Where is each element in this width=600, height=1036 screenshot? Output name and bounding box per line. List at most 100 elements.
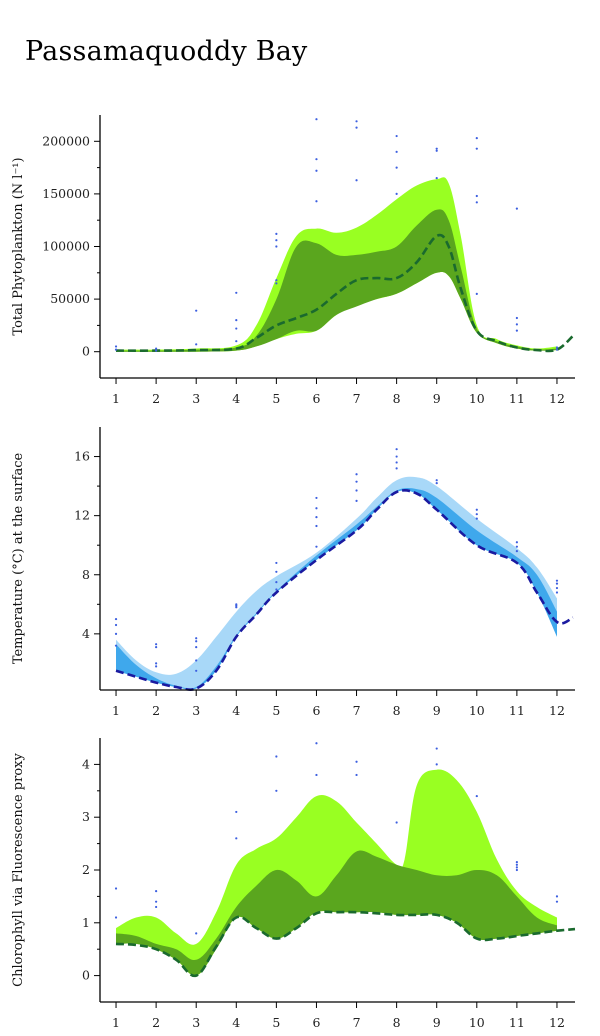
data-point [235, 603, 238, 606]
x-tick-label: 8 [393, 391, 401, 406]
data-point [155, 347, 158, 350]
x-tick-label: 1 [112, 391, 120, 406]
inner-band [116, 209, 557, 352]
data-point [315, 496, 318, 500]
data-point [114, 348, 118, 351]
data-point [355, 120, 358, 123]
data-point [275, 232, 278, 235]
data-point [155, 349, 158, 352]
data-point [475, 137, 478, 140]
data-point [114, 916, 118, 919]
data-point [275, 588, 278, 591]
x-tick-label: 7 [353, 391, 361, 406]
x-tick-label: 2 [152, 1015, 160, 1030]
x-tick-label: 3 [192, 391, 200, 406]
x-tick-label: 12 [549, 1015, 565, 1030]
outer-band [116, 476, 557, 690]
data-point [475, 508, 478, 511]
data-point [315, 524, 318, 528]
x-tick-label: 7 [353, 703, 361, 718]
data-point [555, 346, 559, 349]
x-tick-label: 11 [509, 1015, 525, 1030]
data-point [235, 340, 238, 343]
data-point [515, 550, 518, 553]
inner-band [116, 850, 557, 976]
x-tick-label: 5 [272, 1015, 280, 1030]
data-point [315, 516, 318, 519]
data-point [515, 323, 518, 326]
x-tick-label: 7 [353, 1015, 361, 1030]
data-point [235, 327, 238, 330]
data-point [435, 147, 438, 150]
x-tick-label: 1 [112, 1015, 120, 1030]
x-tick-label: 4 [232, 703, 240, 718]
data-point [395, 461, 398, 464]
data-point [355, 480, 358, 483]
y-axis-title: Total Phytoplankton (N l⁻¹) [11, 157, 26, 335]
data-point [275, 755, 278, 758]
x-tick-label: 9 [433, 391, 441, 406]
data-point [275, 279, 278, 282]
data-point [275, 789, 278, 792]
data-point [315, 742, 318, 745]
x-tick-label: 4 [232, 1015, 240, 1030]
data-point [515, 868, 518, 872]
data-point [114, 632, 118, 635]
data-point [355, 499, 358, 502]
data-point [315, 200, 318, 203]
median-line [115, 489, 574, 691]
y-tick-label: 4 [82, 756, 90, 771]
data-point [355, 179, 358, 182]
x-tick-label: 2 [152, 703, 160, 718]
y-tick-label: 150000 [42, 186, 90, 201]
data-point [475, 201, 478, 204]
x-tick-label: 4 [232, 391, 240, 406]
data-point [114, 623, 118, 627]
data-point [195, 637, 198, 640]
data-point [275, 245, 278, 248]
x-tick-label: 9 [433, 1015, 441, 1030]
y-tick-label: 0 [82, 344, 90, 359]
data-point [315, 507, 318, 510]
data-point [555, 579, 559, 582]
data-point [435, 763, 438, 766]
data-point [275, 282, 278, 285]
data-point [515, 545, 518, 548]
data-point [315, 773, 318, 777]
y-axis-title: Temperature (°C) at the surface [11, 453, 26, 665]
data-point [515, 316, 518, 320]
data-point [155, 900, 158, 903]
data-point [515, 207, 518, 210]
data-point [435, 479, 438, 482]
data-point [195, 640, 198, 643]
data-point [155, 905, 158, 909]
data-point [395, 467, 398, 470]
data-point [315, 169, 318, 172]
y-tick-label: 200000 [42, 133, 90, 148]
data-point [475, 147, 478, 150]
data-point [155, 890, 158, 893]
data-point [475, 513, 478, 516]
data-point [275, 239, 278, 242]
y-tick-label: 8 [82, 567, 90, 582]
data-point [395, 448, 398, 451]
x-tick-label: 8 [393, 1015, 401, 1030]
data-point [195, 309, 198, 312]
median-line [115, 910, 576, 978]
data-point [355, 773, 358, 777]
x-tick-label: 5 [272, 703, 280, 718]
data-point [435, 149, 438, 152]
data-point [395, 192, 398, 195]
data-point [114, 617, 118, 621]
data-point [555, 582, 559, 585]
x-tick-label: 10 [469, 703, 485, 718]
data-point [275, 570, 278, 573]
data-point [435, 747, 438, 750]
data-point [275, 581, 278, 584]
data-point [515, 329, 518, 332]
data-point [155, 646, 158, 649]
data-point [315, 545, 318, 548]
